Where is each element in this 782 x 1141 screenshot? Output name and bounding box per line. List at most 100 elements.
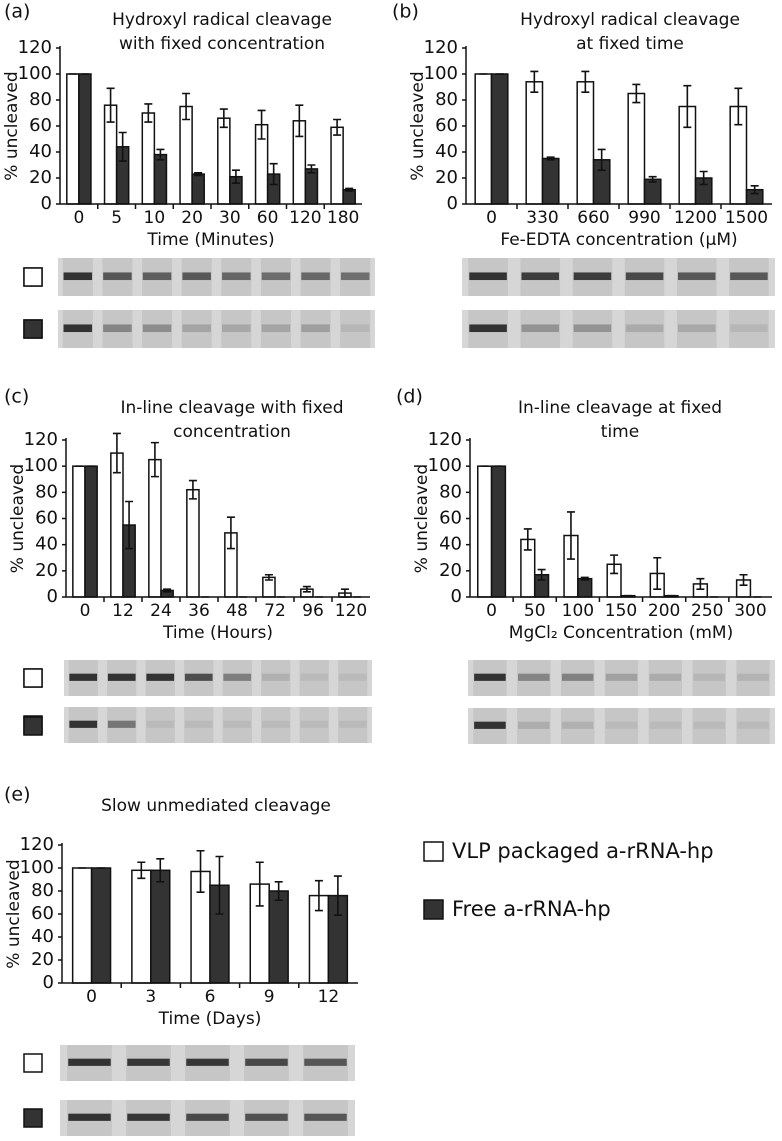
gel-strip bbox=[462, 258, 775, 296]
gel-lane bbox=[729, 310, 769, 348]
error-bar bbox=[118, 131, 127, 162]
gel-band bbox=[142, 324, 172, 333]
x-tick-label: 120 bbox=[335, 601, 367, 621]
bar bbox=[643, 178, 662, 205]
x-tick-label: 10 bbox=[144, 208, 166, 228]
error-bar bbox=[739, 573, 748, 587]
gel-lane bbox=[604, 708, 639, 744]
error-bar bbox=[219, 108, 228, 129]
bar bbox=[490, 465, 507, 598]
gel-lane bbox=[300, 310, 331, 348]
y-tick-label: 120 bbox=[424, 37, 458, 58]
y-tick-label: 60 bbox=[31, 903, 54, 924]
chart-title: Slow unmediated cleavage bbox=[101, 796, 331, 816]
gel-band bbox=[737, 673, 769, 681]
gel-lane bbox=[338, 660, 368, 696]
y-tick-label: 80 bbox=[29, 89, 52, 110]
x-axis-label: Time (Days) bbox=[158, 1009, 262, 1029]
y-tick-label: 0 bbox=[447, 193, 458, 214]
bar bbox=[541, 157, 560, 205]
gel-band bbox=[68, 1113, 111, 1121]
error-bar bbox=[137, 861, 146, 880]
x-tick-label: 50 bbox=[524, 601, 546, 621]
gel-band bbox=[261, 272, 291, 281]
x-tick-label: 96 bbox=[302, 601, 324, 621]
legend-swatch bbox=[423, 841, 444, 862]
error-bar bbox=[156, 858, 165, 883]
y-tick-label: 100 bbox=[24, 455, 58, 476]
gel-band bbox=[605, 721, 638, 729]
gel-band bbox=[222, 272, 251, 281]
y-tick-label: 80 bbox=[435, 89, 458, 110]
y-tick-label: 0 bbox=[451, 586, 462, 607]
y-tick-label: 60 bbox=[439, 508, 462, 529]
gel-band bbox=[474, 673, 506, 681]
x-tick-label: 0 bbox=[486, 208, 497, 228]
error-bar bbox=[144, 103, 153, 123]
gel-band bbox=[469, 272, 507, 281]
bar bbox=[577, 577, 593, 598]
error-bar bbox=[125, 500, 134, 550]
error-bar bbox=[215, 855, 224, 915]
error-bar bbox=[196, 849, 205, 893]
error-bar bbox=[580, 576, 589, 581]
gel-band bbox=[186, 1058, 229, 1066]
gel-lane bbox=[692, 708, 726, 744]
gel-lane bbox=[181, 310, 212, 348]
error-bar bbox=[345, 187, 354, 192]
gel-band bbox=[573, 272, 612, 281]
x-tick-label: 180 bbox=[327, 208, 359, 228]
error-bar bbox=[269, 162, 278, 186]
bar bbox=[490, 73, 509, 205]
gel-band bbox=[245, 1113, 288, 1121]
error-bar bbox=[257, 109, 266, 140]
error-bar bbox=[581, 70, 590, 93]
x-axis-label: MgCl₂ Concentration (mM) bbox=[509, 623, 733, 643]
bar bbox=[66, 73, 80, 205]
x-tick-label: 1200 bbox=[674, 208, 717, 228]
gel-band bbox=[521, 324, 560, 333]
y-tick-label: 60 bbox=[435, 115, 458, 136]
gel-band bbox=[142, 272, 172, 281]
gel-band bbox=[649, 673, 682, 681]
y-tick-label: 120 bbox=[20, 834, 54, 855]
gel-band bbox=[245, 1058, 288, 1066]
gel-swatch bbox=[23, 319, 43, 339]
chart-title: Hydroxyl radical cleavage bbox=[520, 10, 740, 30]
error-bar bbox=[699, 170, 708, 186]
x-tick-label: 300 bbox=[734, 601, 766, 621]
gel-lane bbox=[648, 660, 683, 696]
gel-band bbox=[222, 324, 251, 333]
gel-band bbox=[677, 324, 716, 333]
gel-band bbox=[649, 721, 682, 729]
gel-swatch bbox=[23, 1108, 43, 1128]
error-bar bbox=[683, 84, 692, 129]
y-tick-label: 100 bbox=[428, 455, 462, 476]
bar bbox=[131, 869, 152, 984]
gel-band bbox=[730, 324, 768, 333]
x-tick-label: 12 bbox=[318, 987, 340, 1007]
y-tick-label: 20 bbox=[35, 560, 58, 581]
gel-band bbox=[605, 673, 638, 681]
y-tick-label: 80 bbox=[35, 481, 58, 502]
gel-strip bbox=[462, 310, 775, 348]
panel-label: (b) bbox=[392, 1, 419, 23]
error-bar bbox=[112, 432, 121, 474]
gel-lane bbox=[222, 707, 252, 743]
gel-band bbox=[693, 721, 726, 729]
panel-label: (a) bbox=[4, 1, 30, 23]
legend-swatch bbox=[423, 899, 444, 920]
y-tick-label: 100 bbox=[424, 63, 458, 84]
gel-lane bbox=[260, 310, 291, 348]
gel-band bbox=[300, 673, 329, 681]
x-tick-label: 660 bbox=[577, 208, 609, 228]
error-bar bbox=[333, 118, 342, 136]
gel-band bbox=[127, 1113, 170, 1121]
y-tick-label: 120 bbox=[24, 429, 58, 450]
gel-band bbox=[340, 324, 370, 333]
gel-lane bbox=[572, 310, 613, 348]
gel-lane bbox=[340, 310, 371, 348]
gel-band bbox=[223, 673, 252, 681]
bar bbox=[576, 81, 595, 205]
x-tick-label: 5 bbox=[111, 208, 122, 228]
